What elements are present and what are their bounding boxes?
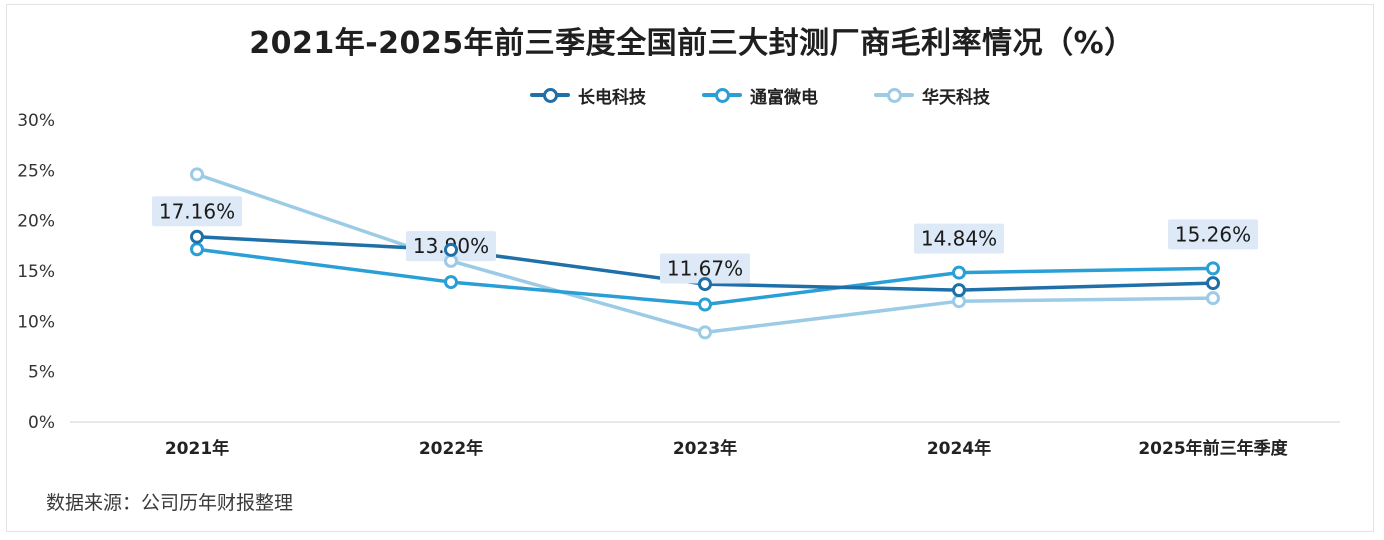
- x-tick-label-3: 2024年: [927, 438, 991, 459]
- legend: 长电科技 通富微电 华天科技: [530, 82, 990, 108]
- y-tick-label-6: 30%: [17, 111, 55, 131]
- data-label-box-0: [152, 196, 242, 227]
- source-note: 数据来源：公司历年财报整理: [46, 492, 294, 514]
- legend-item-0: 长电科技: [530, 83, 646, 108]
- legend-swatch-1: [702, 88, 742, 103]
- series-0-point-0: [190, 229, 204, 244]
- y-tick-label-3: 15%: [17, 262, 55, 282]
- x-tick-label-0: 2021年: [165, 438, 229, 459]
- series-2-point-1: [444, 253, 458, 268]
- y-tick-label-4: 20%: [17, 212, 55, 232]
- series-1-point-0: [190, 242, 204, 257]
- x-tick-label-2: 2023年: [673, 438, 737, 459]
- series-0-point-4: [1206, 276, 1220, 291]
- data-label-2: 11.67%: [667, 257, 743, 281]
- y-tick-label-0: 0%: [28, 413, 55, 433]
- legend-label-0: 长电科技: [578, 87, 646, 108]
- y-tick-label-2: 10%: [17, 312, 55, 332]
- data-label-4: 15.26%: [1175, 222, 1251, 246]
- data-label-box-4: [1168, 219, 1258, 250]
- series-2-point-2: [698, 325, 712, 340]
- series-0-point-3: [952, 283, 966, 298]
- series-2-point-3: [952, 294, 966, 309]
- x-tick-label-4: 2025年前三年季度: [1138, 438, 1288, 459]
- chart-title: 2021年-2025年前三季度全国前三大封测厂商毛利率情况（%）: [249, 26, 1135, 61]
- data-label-3: 14.84%: [921, 227, 997, 251]
- data-label-0: 17.16%: [159, 199, 235, 223]
- x-tick-label-1: 2022年: [419, 438, 483, 459]
- series-1-point-3: [952, 265, 966, 280]
- legend-swatch-2: [874, 88, 914, 103]
- legend-swatch-0: [530, 88, 570, 103]
- series-2-point-4: [1206, 291, 1220, 306]
- data-label-box-3: [914, 223, 1004, 254]
- legend-item-2: 华天科技: [874, 83, 990, 108]
- legend-label-1: 通富微电: [750, 87, 818, 108]
- series-1-point-2: [698, 297, 712, 312]
- legend-label-2: 华天科技: [922, 87, 990, 108]
- y-tick-label-1: 5%: [28, 363, 55, 383]
- series-2-point-0: [190, 167, 204, 182]
- data-label-box-2: [660, 253, 750, 284]
- series-0-point-2: [698, 277, 712, 292]
- series-0-point-1: [444, 242, 458, 257]
- series-1-point-4: [1206, 261, 1220, 276]
- legend-item-1: 通富微电: [702, 83, 818, 108]
- y-tick-label-5: 25%: [17, 161, 55, 181]
- series-1-point-1: [444, 275, 458, 290]
